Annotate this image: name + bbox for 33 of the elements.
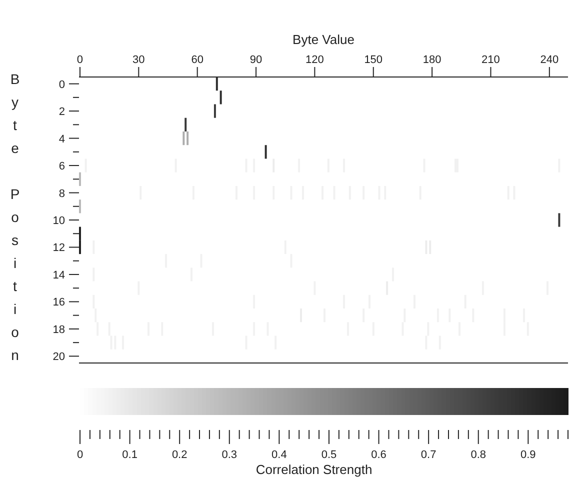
- color-bar-label: 0.8: [470, 449, 486, 461]
- y-tick-label: 4: [58, 133, 65, 146]
- x-tick-label: 210: [482, 54, 500, 66]
- color-bar-label: 0: [76, 449, 84, 461]
- x-tick-label: 0: [76, 54, 84, 66]
- color-bar-label: 0.9: [520, 449, 536, 461]
- color-bar-label: 0.3: [222, 449, 238, 461]
- x-tick-label: 90: [250, 54, 262, 66]
- color-bar-label: 0.7: [420, 449, 436, 461]
- text: Byte Position: [10, 71, 20, 363]
- x-tick-label: 180: [422, 54, 442, 66]
- y-tick-label: 12: [52, 242, 65, 254]
- y-tick-label: 0: [58, 78, 65, 91]
- x-tick-label: 60: [191, 54, 204, 66]
- color-bar-label: 0.5: [321, 449, 337, 461]
- color-bar-title: Correlation Strength: [256, 462, 372, 477]
- x-tick-label: 120: [306, 54, 324, 66]
- y-tick-label: 6: [58, 160, 65, 173]
- y-tick-label: 14: [52, 269, 65, 282]
- color-bar-label: 0.1: [122, 449, 138, 461]
- x-tick-label: 240: [540, 54, 559, 66]
- x-tick-label: 30: [132, 54, 145, 66]
- y-tick-label: 8: [58, 188, 65, 200]
- y-tick-label: 16: [52, 296, 65, 309]
- x-tick-label: 150: [364, 54, 383, 66]
- y-tick-label: 20: [52, 351, 65, 364]
- color-bar-label: 0.6: [371, 449, 386, 461]
- color-bar-label: 0.4: [272, 449, 287, 461]
- y-tick-label: 18: [52, 324, 65, 336]
- x-axis-title: Byte Value: [292, 32, 354, 48]
- y-tick-label: 2: [58, 106, 65, 118]
- color-bar-label: 0.2: [172, 449, 188, 461]
- y-tick-label: 10: [52, 215, 65, 227]
